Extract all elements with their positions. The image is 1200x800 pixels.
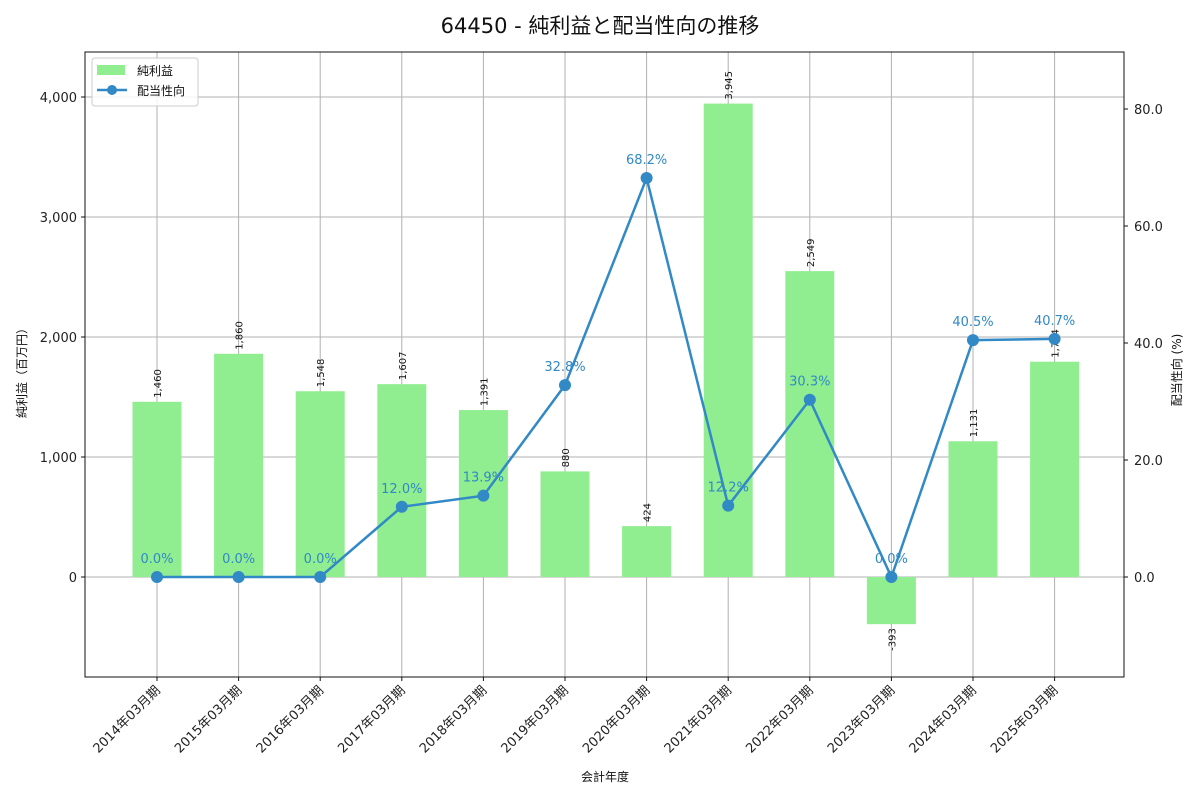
payout-value-label: 0.0% bbox=[304, 552, 337, 567]
payout-value-label: 13.9% bbox=[463, 471, 504, 486]
bar-value-label: -393 bbox=[887, 628, 898, 651]
line-marker bbox=[803, 393, 816, 406]
left-y-axis: 0 1,000 2,000 3,000 4,000 bbox=[40, 91, 85, 586]
x-tick-label: 2024年03月期 bbox=[907, 683, 980, 756]
x-tick-label: 2017年03月期 bbox=[335, 683, 408, 756]
payout-value-label: 12.0% bbox=[381, 482, 422, 497]
bar-series-net-income: 1,460 1,860 1,548 1,607 1,391 880 424 3,945 2,54… bbox=[132, 71, 1080, 651]
x-tick-label: 2020年03月期 bbox=[580, 683, 653, 756]
payout-value-label: 40.5% bbox=[952, 315, 993, 330]
bar bbox=[214, 353, 264, 577]
right-y-tick-label: 20.0 bbox=[1134, 454, 1163, 469]
bar-value-label: 1,607 bbox=[398, 352, 409, 381]
line-marker bbox=[1048, 332, 1061, 345]
bar bbox=[866, 577, 916, 625]
bar bbox=[622, 526, 672, 577]
legend-label-net-income: 純利益 bbox=[137, 64, 173, 78]
legend-line-marker-icon bbox=[107, 85, 117, 95]
x-tick-label: 2018年03月期 bbox=[417, 683, 490, 756]
bar-value-label: 1,460 bbox=[153, 369, 164, 398]
payout-value-label: 12.2% bbox=[708, 481, 749, 496]
line-marker bbox=[477, 489, 490, 502]
bar-value-label: 1,131 bbox=[969, 409, 980, 438]
right-y-axis-title: 配当性向 (%) bbox=[1169, 334, 1184, 407]
right-y-tick-label: 80.0 bbox=[1134, 103, 1163, 118]
line-marker bbox=[395, 500, 408, 513]
x-axis: 2014年03月期 2015年03月期 2016年03月期 2017年03月期 2018… bbox=[91, 677, 1061, 757]
payout-value-label: 0.0% bbox=[140, 552, 173, 567]
bar bbox=[1030, 361, 1080, 577]
bar bbox=[948, 441, 998, 577]
bar-value-label: 1,391 bbox=[479, 377, 490, 406]
bar bbox=[703, 103, 753, 577]
line-series-payout-ratio: 0.0% 0.0% 0.0% 12.0% 13.9% 32.8% 68.2% 12.2% 30.… bbox=[140, 153, 1075, 583]
right-y-tick-label: 60.0 bbox=[1134, 220, 1163, 235]
left-y-tick-label: 1,000 bbox=[40, 451, 77, 466]
line-marker bbox=[314, 571, 327, 583]
bar bbox=[540, 471, 590, 577]
legend-bar-swatch bbox=[97, 65, 125, 75]
x-tick-label: 2022年03月期 bbox=[743, 683, 816, 756]
chart-title: 64450 - 純利益と配当性向の推移 bbox=[441, 14, 760, 38]
plot-frame bbox=[84, 51, 1125, 678]
payout-value-label: 68.2% bbox=[626, 153, 667, 168]
line-marker bbox=[967, 334, 979, 347]
left-y-tick-label: 2,000 bbox=[40, 331, 77, 346]
bar bbox=[295, 391, 345, 577]
legend: 純利益 配当性向 bbox=[91, 57, 199, 107]
bar-value-label: 880 bbox=[561, 448, 572, 467]
x-tick-label: 2015年03月期 bbox=[172, 683, 245, 756]
bar bbox=[132, 401, 182, 577]
x-tick-label: 2019年03月期 bbox=[499, 683, 572, 756]
payout-value-label: 0.0% bbox=[222, 552, 255, 567]
bar-value-label: 424 bbox=[643, 503, 654, 522]
bar-value-label: 1,548 bbox=[316, 359, 327, 388]
line-marker bbox=[640, 172, 653, 185]
bar-value-label: 2,549 bbox=[806, 238, 817, 267]
payout-value-label: 0.0% bbox=[875, 552, 908, 567]
right-y-axis: 0.0 20.0 40.0 60.0 80.0 bbox=[1124, 103, 1163, 586]
right-y-tick-label: 0.0 bbox=[1134, 571, 1155, 586]
left-y-tick-label: 3,000 bbox=[40, 211, 77, 226]
bar bbox=[785, 271, 835, 577]
line-marker bbox=[559, 379, 571, 392]
payout-value-label: 30.3% bbox=[789, 375, 830, 390]
x-tick-label: 2023年03月期 bbox=[825, 683, 898, 756]
right-y-tick-label: 40.0 bbox=[1134, 337, 1163, 352]
left-y-tick-label: 4,000 bbox=[40, 91, 77, 106]
bar-value-label: 1,860 bbox=[235, 321, 246, 350]
left-y-axis-title: 純利益（百万円） bbox=[15, 322, 29, 418]
x-tick-label: 2014年03月期 bbox=[91, 683, 164, 756]
x-axis-title: 会計年度 bbox=[581, 769, 629, 784]
x-tick-label: 2021年03月期 bbox=[662, 683, 735, 756]
line-marker bbox=[722, 499, 735, 512]
left-y-tick-label: 0 bbox=[69, 571, 77, 586]
line-marker bbox=[232, 571, 245, 583]
line-marker bbox=[885, 571, 898, 583]
bar bbox=[377, 384, 427, 577]
line-marker bbox=[151, 571, 163, 583]
payout-value-label: 32.8% bbox=[544, 360, 585, 375]
legend-label-payout-ratio: 配当性向 bbox=[137, 83, 185, 98]
bar-value-label: 3,945 bbox=[724, 71, 735, 100]
x-tick-label: 2016年03月期 bbox=[254, 683, 327, 756]
x-tick-label: 2025年03月期 bbox=[988, 683, 1061, 756]
payout-value-label: 40.7% bbox=[1034, 314, 1075, 329]
